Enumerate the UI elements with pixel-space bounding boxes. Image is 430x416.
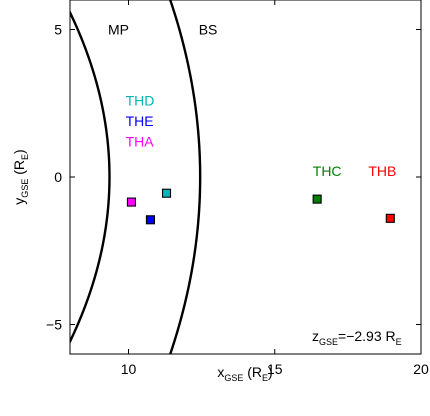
marker-thd (161, 188, 172, 198)
label-thb: THB (368, 163, 396, 179)
x-tick-label: 10 (121, 361, 137, 377)
x-axis-label-unit: (R (243, 364, 262, 380)
y-axis-label-sub: GSE (20, 179, 30, 198)
x-ticks: 10 15 20 (121, 0, 429, 377)
boundary-curves (70, 0, 202, 354)
z-gse-value-sub: E (396, 337, 402, 347)
y-axis-label: yGSE (RE) (11, 149, 30, 204)
y-axis-label-main: y (11, 198, 27, 205)
boundary-bs-curve (168, 0, 202, 354)
y-tick-label: 5 (54, 22, 62, 38)
z-gse-value: =−2.93 R (338, 328, 396, 344)
boundary-mp-label: MP (108, 22, 129, 38)
z-gse-main: z (312, 328, 319, 344)
x-axis-label: xGSE (RE) (217, 364, 272, 383)
x-axis-label-main: x (217, 364, 224, 380)
labels: MP BS THD THE THA THC THB (108, 22, 396, 180)
z-gse-sub: GSE (319, 337, 338, 347)
label-thd: THD (126, 92, 155, 108)
marker-the (145, 215, 155, 225)
boundary-bs-label: BS (199, 22, 218, 38)
marker-tha (126, 197, 136, 207)
x-axis-label-unit-sub: E (262, 373, 268, 383)
y-axis-label-unit: (R (11, 160, 27, 179)
y-ticks: −5 0 5 (46, 22, 421, 333)
y-axis-label-unit-sub: E (20, 154, 30, 160)
y-tick-label: 0 (54, 169, 62, 185)
boundary-mp-curve (70, 9, 111, 345)
spacecraft-markers (126, 188, 395, 225)
label-tha: THA (126, 134, 155, 150)
label-thc: THC (313, 163, 342, 179)
x-axis-label-sub: GSE (224, 373, 243, 383)
z-gse-annotation: zGSE=−2.93 RE (312, 328, 402, 347)
label-the: THE (126, 113, 154, 129)
x-axis-label-close: ) (268, 364, 273, 380)
marker-thb (385, 213, 395, 223)
y-tick-label: −5 (46, 317, 62, 333)
plot-frame (69, 0, 422, 355)
y-axis-label-close: ) (11, 149, 27, 154)
marker-thc (312, 194, 322, 204)
x-tick-label: 20 (413, 361, 429, 377)
x-tick-label: 15 (267, 361, 283, 377)
